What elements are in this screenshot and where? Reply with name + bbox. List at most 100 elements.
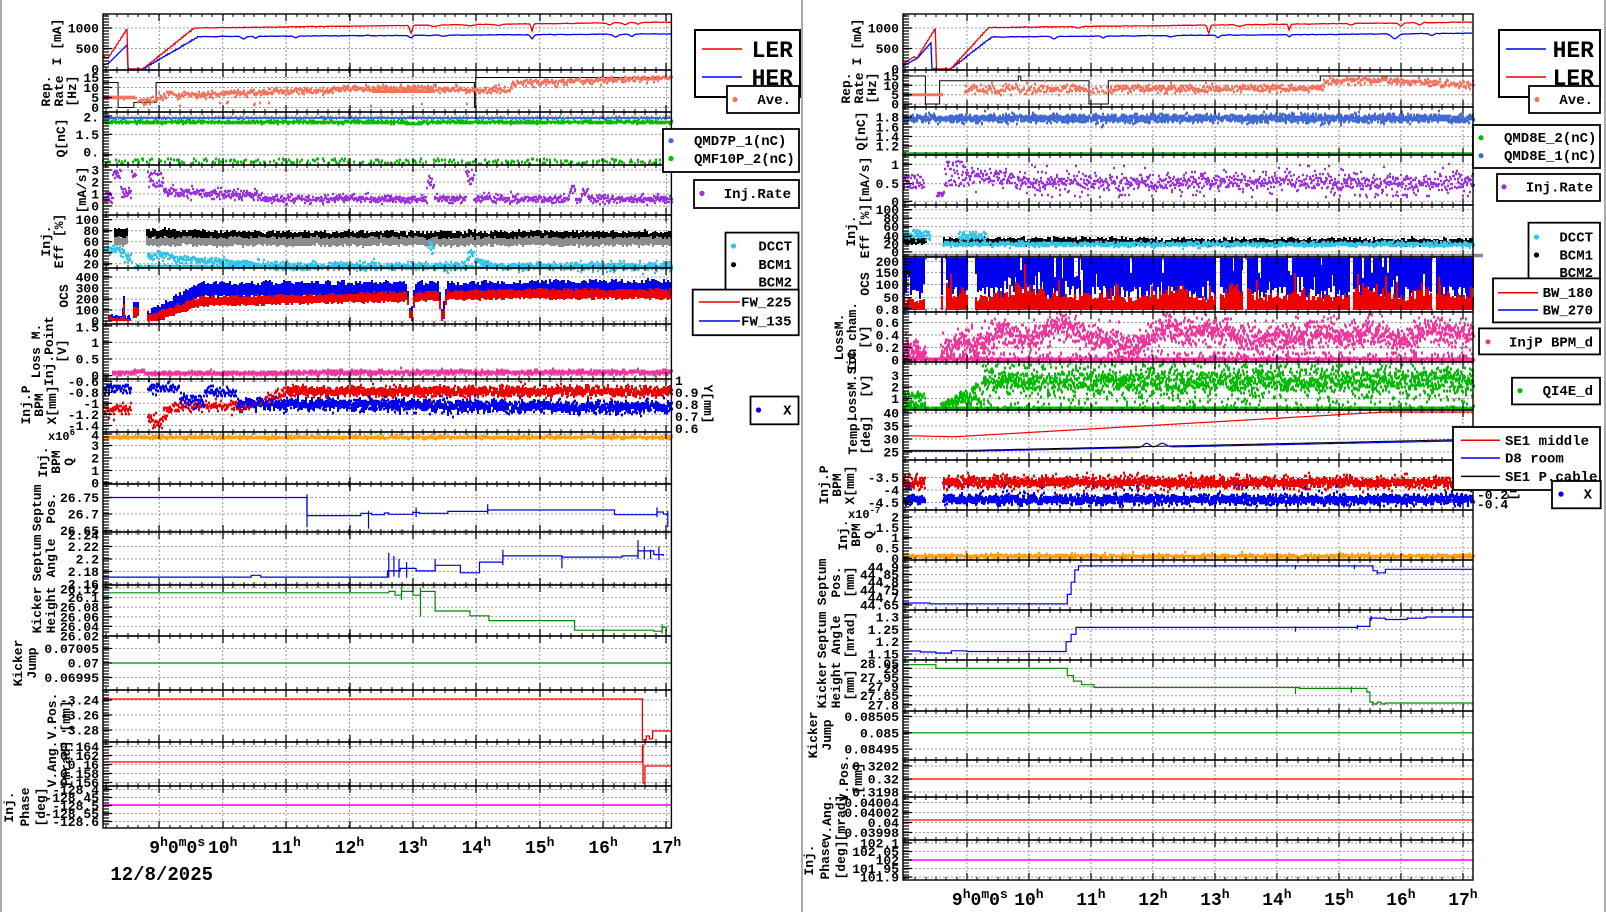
svg-text:[Hz]: [Hz] — [65, 75, 80, 106]
svg-text:44.85: 44.85 — [860, 568, 899, 583]
svg-text:BCM1: BCM1 — [758, 258, 792, 274]
svg-text:0: 0 — [91, 315, 99, 330]
svg-text:QI4E_d: QI4E_d — [1543, 384, 1593, 400]
svg-text:25: 25 — [883, 446, 899, 461]
svg-text:1: 1 — [891, 392, 899, 407]
svg-text:2: 2 — [91, 176, 99, 191]
svg-text:[Hz]: [Hz] — [865, 72, 880, 103]
svg-text:30: 30 — [883, 433, 899, 448]
svg-text:QMD8E_2(nC): QMD8E_2(nC) — [1504, 131, 1596, 147]
svg-text:-4.5: -4.5 — [868, 496, 899, 511]
svg-text:80: 80 — [83, 224, 99, 239]
svg-text:I [mA]: I [mA] — [850, 19, 865, 66]
svg-text:[mA/s]: [mA/s] — [75, 167, 90, 214]
svg-text:x106: x106 — [48, 428, 75, 444]
svg-text:26.04: 26.04 — [60, 620, 99, 635]
svg-text:2.18: 2.18 — [68, 565, 99, 580]
svg-text:BCM2: BCM2 — [758, 275, 792, 291]
svg-text:Kicker: Kicker — [11, 640, 26, 687]
svg-text:1.4: 1.4 — [876, 130, 900, 145]
svg-text:300: 300 — [76, 282, 100, 297]
svg-text:9h0m0s: 9h0m0s — [149, 835, 205, 859]
svg-text:-0.8: -0.8 — [68, 386, 99, 401]
svg-text:0.8: 0.8 — [675, 398, 699, 413]
svg-text:Q[nC]: Q[nC] — [54, 118, 69, 157]
svg-text:BPM: BPM — [849, 523, 864, 547]
svg-text:26.75: 26.75 — [60, 491, 99, 506]
svg-text:26.1: 26.1 — [68, 591, 99, 606]
svg-text:1.2: 1.2 — [876, 635, 900, 650]
svg-text:-0.2: -0.2 — [1477, 488, 1508, 503]
svg-text:Angle: Angle — [44, 538, 59, 577]
svg-text:Inj.Point: Inj.Point — [42, 316, 57, 386]
svg-text:0: 0 — [91, 200, 99, 215]
svg-text:1.3: 1.3 — [876, 611, 900, 626]
svg-text:1000: 1000 — [68, 22, 99, 37]
svg-text:0: 0 — [891, 354, 899, 369]
svg-text:26.06: 26.06 — [60, 610, 99, 625]
svg-text:Pos.: Pos. — [44, 492, 59, 523]
svg-text:0.08495: 0.08495 — [844, 743, 899, 758]
svg-text:0.: 0. — [83, 146, 99, 161]
svg-text:80: 80 — [883, 212, 899, 227]
svg-text:-3.28: -3.28 — [60, 724, 99, 739]
svg-text:-3.26: -3.26 — [60, 709, 99, 724]
svg-text:LossM.: LossM. — [832, 314, 847, 361]
svg-text:0.5: 0.5 — [76, 353, 100, 368]
svg-text:10: 10 — [83, 81, 99, 96]
svg-text:5: 5 — [891, 88, 899, 103]
svg-text:[deg]: [deg] — [34, 787, 49, 826]
svg-text:[mm]: [mm] — [843, 669, 858, 700]
svg-text:-1.2: -1.2 — [68, 408, 99, 423]
svg-text:0.3198: 0.3198 — [852, 786, 899, 801]
svg-text:Rep.: Rep. — [39, 75, 54, 106]
svg-text:0.07005: 0.07005 — [44, 642, 99, 657]
svg-text:BW_180: BW_180 — [1543, 286, 1593, 302]
svg-text:-128.45: -128.45 — [44, 791, 99, 806]
svg-text:101.95: 101.95 — [852, 862, 899, 877]
svg-text:0: 0 — [891, 63, 899, 78]
svg-text:Height: Height — [44, 587, 59, 634]
svg-text:27.95: 27.95 — [860, 671, 899, 686]
svg-text:0: 0 — [891, 552, 899, 567]
svg-text:60: 60 — [83, 235, 99, 250]
svg-text:0.9: 0.9 — [675, 386, 699, 401]
svg-text:LossM.SiC: LossM.SiC — [845, 351, 860, 421]
svg-text:1: 1 — [891, 158, 899, 173]
svg-text:QMD7P_1(nC): QMD7P_1(nC) — [694, 134, 786, 150]
svg-text:1: 1 — [91, 464, 99, 479]
svg-text:2.22: 2.22 — [68, 540, 99, 555]
svg-text:1: 1 — [91, 336, 99, 351]
svg-text:[mA/s]: [mA/s] — [858, 157, 873, 204]
svg-text:15: 15 — [83, 71, 99, 86]
svg-text:Temp.: Temp. — [846, 415, 861, 454]
svg-text:Kicker: Kicker — [30, 587, 45, 634]
svg-text:Septum: Septum — [815, 558, 830, 605]
svg-text:-0.6: -0.6 — [68, 375, 99, 390]
svg-text:3: 3 — [91, 164, 99, 179]
svg-text:0.04: 0.04 — [868, 816, 899, 831]
svg-text:35: 35 — [883, 420, 899, 435]
svg-text:2.: 2. — [83, 111, 99, 126]
svg-text:12h: 12h — [1138, 887, 1168, 911]
svg-text:[mm]: [mm] — [59, 700, 74, 731]
svg-text:500: 500 — [76, 42, 100, 57]
svg-text:-128.5: -128.5 — [52, 799, 99, 814]
svg-text:102.1: 102.1 — [860, 837, 899, 852]
svg-text:[V]: [V] — [858, 325, 873, 348]
svg-text:V.Ang.: V.Ang. — [45, 741, 60, 788]
svg-text:-128.55: -128.55 — [44, 807, 99, 822]
svg-text:Q[nC]: Q[nC] — [854, 111, 869, 150]
svg-text:44.8: 44.8 — [868, 576, 899, 591]
svg-text:Inj.: Inj. — [39, 225, 54, 256]
svg-text:10: 10 — [883, 79, 899, 94]
svg-text:100: 100 — [876, 278, 900, 293]
svg-text:Septum: Septum — [30, 534, 45, 581]
svg-text:26.12: 26.12 — [60, 583, 99, 598]
svg-text:V.Pos.: V.Pos. — [837, 755, 852, 802]
svg-text:0.07: 0.07 — [68, 657, 99, 672]
svg-text:1000: 1000 — [868, 22, 899, 37]
svg-text:BPM: BPM — [32, 393, 47, 417]
svg-text:Ave.: Ave. — [757, 93, 791, 109]
svg-text:Angle: Angle — [829, 615, 844, 654]
